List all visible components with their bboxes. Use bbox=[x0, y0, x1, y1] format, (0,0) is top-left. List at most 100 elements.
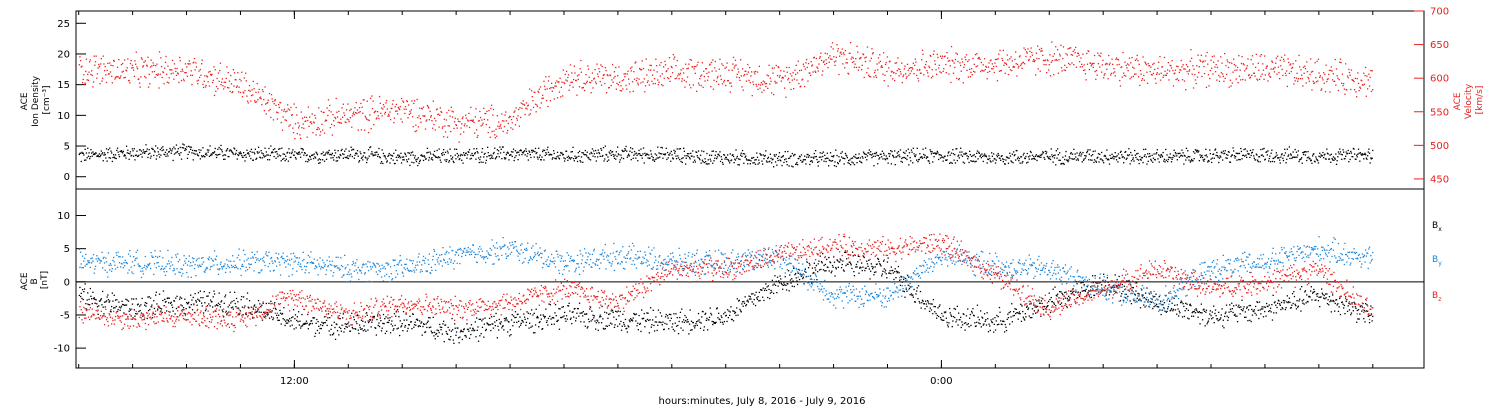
velocity-point bbox=[789, 73, 792, 75]
velocity-point bbox=[901, 62, 903, 64]
density-point bbox=[1123, 157, 1125, 159]
density-point bbox=[553, 152, 555, 155]
density-point bbox=[294, 151, 296, 153]
bx-point bbox=[101, 304, 103, 306]
velocity-point bbox=[135, 51, 137, 53]
velocity-point bbox=[1069, 63, 1071, 66]
bx-point bbox=[364, 329, 366, 331]
density-point bbox=[415, 160, 418, 163]
velocity-point bbox=[932, 53, 935, 55]
density-point bbox=[967, 158, 969, 160]
density-point bbox=[525, 148, 527, 150]
velocity-point bbox=[622, 88, 624, 90]
bx-point bbox=[99, 300, 101, 302]
velocity-point bbox=[1166, 72, 1168, 74]
bx-point bbox=[626, 327, 628, 330]
velocity-point bbox=[1370, 69, 1372, 72]
bx-point bbox=[212, 306, 214, 308]
velocity-point bbox=[1310, 58, 1312, 60]
density-point bbox=[454, 148, 456, 150]
bx-point bbox=[579, 312, 581, 314]
velocity-point bbox=[742, 89, 744, 91]
bx-point bbox=[439, 323, 441, 326]
velocity-point bbox=[140, 76, 142, 78]
velocity-point bbox=[907, 69, 909, 71]
density-point bbox=[407, 152, 409, 154]
density-point bbox=[1090, 155, 1092, 157]
velocity-point bbox=[767, 75, 770, 77]
velocity-point bbox=[927, 72, 929, 74]
density-point bbox=[141, 156, 143, 158]
velocity-point bbox=[639, 69, 641, 71]
bx-point bbox=[213, 290, 215, 292]
density-point bbox=[1086, 150, 1089, 153]
velocity-point bbox=[1218, 74, 1220, 77]
velocity-point bbox=[710, 86, 712, 88]
velocity-point bbox=[806, 66, 808, 69]
velocity-point bbox=[501, 113, 503, 115]
velocity-point bbox=[263, 110, 265, 112]
density-point bbox=[739, 158, 741, 161]
density-point bbox=[759, 152, 761, 155]
density-point bbox=[940, 154, 942, 156]
bx-point bbox=[382, 313, 385, 316]
density-point bbox=[597, 149, 599, 151]
velocity-point bbox=[1246, 67, 1248, 69]
velocity-point bbox=[1231, 62, 1233, 64]
bx-point bbox=[92, 298, 95, 300]
velocity-point bbox=[591, 80, 593, 82]
velocity-point bbox=[1344, 93, 1346, 95]
bx-point bbox=[478, 318, 480, 320]
density-point bbox=[303, 152, 306, 154]
density-point bbox=[983, 153, 986, 155]
density-point bbox=[1011, 161, 1013, 163]
x-tick-label: 0:00 bbox=[930, 376, 952, 387]
density-point bbox=[103, 154, 105, 156]
velocity-point bbox=[564, 82, 566, 85]
bx-point bbox=[208, 303, 210, 305]
bx-point bbox=[538, 321, 540, 324]
density-point bbox=[575, 157, 577, 159]
bx-point bbox=[264, 312, 266, 314]
bx-point bbox=[352, 327, 354, 330]
velocity-point bbox=[1054, 59, 1056, 61]
velocity-point bbox=[681, 78, 683, 80]
velocity-point bbox=[743, 73, 746, 76]
bx-point bbox=[512, 315, 515, 317]
velocity-point bbox=[481, 119, 483, 121]
bx-point bbox=[318, 332, 320, 334]
density-point bbox=[285, 155, 287, 157]
bx-point bbox=[373, 315, 375, 318]
density-point bbox=[824, 154, 826, 156]
density-point bbox=[170, 152, 172, 154]
density-point bbox=[565, 150, 568, 152]
bx-point bbox=[485, 329, 487, 332]
velocity-point bbox=[175, 70, 177, 73]
density-point bbox=[400, 152, 402, 154]
bx-point bbox=[652, 319, 654, 321]
velocity-point bbox=[1333, 80, 1335, 83]
density-point bbox=[224, 154, 227, 156]
density-point bbox=[286, 152, 288, 154]
density-point bbox=[1007, 157, 1009, 159]
bx-point bbox=[417, 325, 419, 328]
bx-point bbox=[357, 329, 359, 331]
velocity-point bbox=[1152, 63, 1154, 65]
bx-point bbox=[442, 323, 444, 325]
velocity-point bbox=[246, 95, 248, 97]
density-point bbox=[922, 148, 924, 150]
density-point bbox=[1216, 155, 1219, 157]
velocity-point bbox=[991, 63, 993, 65]
velocity-point bbox=[512, 128, 514, 130]
bx-point bbox=[600, 322, 603, 324]
density-point bbox=[221, 149, 223, 151]
velocity-point bbox=[983, 70, 985, 72]
velocity-point bbox=[265, 103, 267, 105]
bx-point bbox=[265, 302, 267, 305]
density-point bbox=[81, 152, 84, 154]
density-point bbox=[250, 148, 253, 150]
density-point bbox=[881, 156, 883, 158]
velocity-point bbox=[1323, 72, 1325, 74]
velocity-point bbox=[890, 71, 892, 73]
bx-point bbox=[153, 300, 155, 302]
